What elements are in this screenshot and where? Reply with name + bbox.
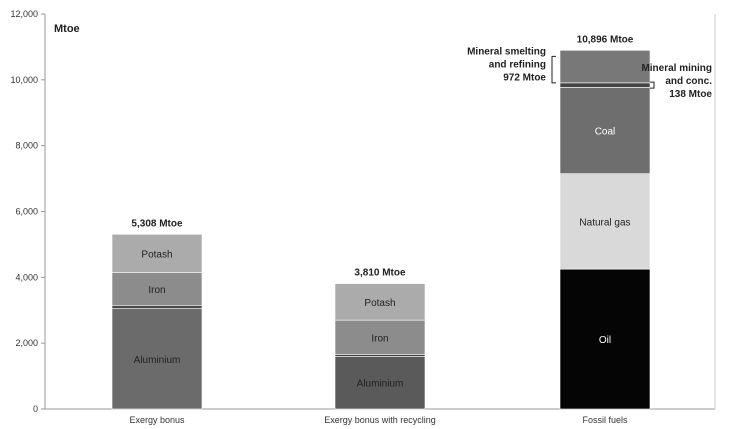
- bar-segment: [559, 173, 651, 270]
- bar-segment-label: Aluminium: [134, 355, 181, 366]
- bar-segment: [559, 82, 651, 88]
- y-tick-label: 6,000: [15, 207, 38, 217]
- smelting-annotation-line: Mineral smelting: [467, 46, 546, 57]
- y-tick-label: 0: [33, 404, 38, 414]
- bar-segment: [334, 319, 426, 355]
- bar-segment-label: Potash: [141, 249, 172, 260]
- category-label: Exergy bonus with recycling: [324, 415, 436, 425]
- bar-total-label: 10,896 Mtoe: [577, 34, 634, 45]
- smelting-annotation-line: and refining: [489, 59, 546, 70]
- mining-annotation-line: and conc.: [665, 76, 712, 87]
- bar-segment: [334, 283, 426, 321]
- y-tick-label: 8,000: [15, 141, 38, 151]
- bar-segment-label: Iron: [371, 333, 388, 344]
- y-tick-label: 12,000: [10, 9, 38, 19]
- category-label: Fossil fuels: [582, 415, 628, 425]
- bar-segment: [334, 356, 426, 410]
- bar-segment: [111, 272, 203, 306]
- bar-segment-label: Potash: [364, 298, 395, 309]
- unit-label: Mtoe: [54, 23, 80, 35]
- bar-segment-label: Natural gas: [579, 217, 630, 228]
- bar-segment-label: Aluminium: [357, 379, 404, 390]
- y-tick-label: 10,000: [10, 75, 38, 85]
- bar-segment: [559, 268, 651, 410]
- bar-segment: [559, 50, 651, 84]
- category-label: Exergy bonus: [129, 415, 185, 425]
- bar-segment: [559, 87, 651, 174]
- bar-total-label: 3,810 Mtoe: [354, 268, 406, 279]
- bar-segment-label: Iron: [148, 285, 165, 296]
- y-tick-label: 4,000: [15, 272, 38, 282]
- bar-segment-label: Oil: [599, 335, 611, 346]
- mining-annotation-line: 138 Mtoe: [669, 89, 712, 100]
- smelting-annotation-line: 972 Mtoe: [503, 72, 546, 83]
- mining-bracket: [650, 81, 655, 89]
- mining-annotation-line: Mineral mining: [641, 63, 712, 74]
- smelting-bracket: [551, 55, 556, 84]
- y-tick-label: 2,000: [15, 338, 38, 348]
- bar-segment-label: Coal: [595, 127, 616, 138]
- bar-total-label: 5,308 Mtoe: [131, 218, 183, 229]
- bar-segment: [111, 305, 203, 309]
- bar-segment: [111, 233, 203, 273]
